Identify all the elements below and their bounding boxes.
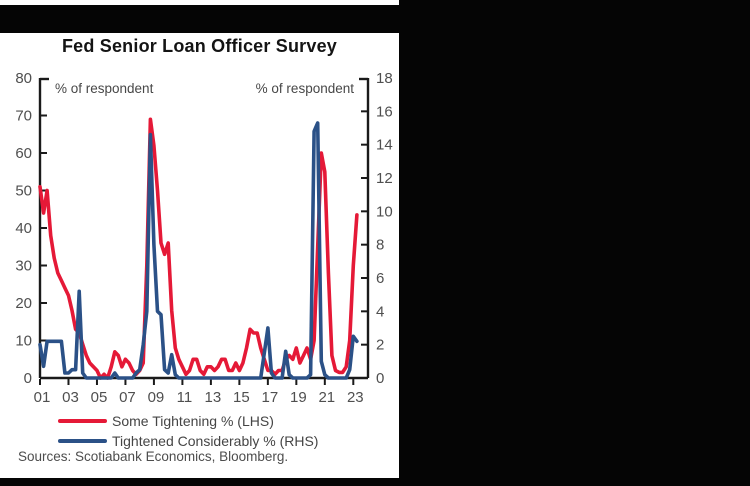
svg-text:0: 0 [24,370,32,387]
svg-text:60: 60 [15,145,32,162]
svg-text:19: 19 [290,389,307,406]
svg-text:17: 17 [262,389,279,406]
svg-text:10: 10 [376,203,393,220]
svg-text:30: 30 [15,258,32,275]
svg-text:80: 80 [15,70,32,87]
svg-text:2: 2 [376,337,384,354]
chart-title: Fed Senior Loan Officer Survey [61,36,338,56]
svg-text:05: 05 [91,389,108,406]
svg-text:23: 23 [347,389,364,406]
left-axis-unit-label: % of respondent [55,81,154,96]
svg-text:11: 11 [177,389,193,406]
svg-text:50: 50 [15,183,32,200]
svg-text:03: 03 [62,389,79,406]
right-axis-unit-label: % of respondent [255,81,354,96]
svg-text:10: 10 [15,333,32,350]
legend-item-tightened-considerably: Tightened Considerably % (RHS) [0,431,399,451]
svg-text:40: 40 [15,220,32,237]
legend-label-some-tightening: Some Tightening % (LHS) [112,413,274,429]
legend-swatch-red-line [58,419,107,423]
svg-text:09: 09 [148,389,165,406]
svg-text:14: 14 [376,137,393,154]
svg-text:20: 20 [15,295,32,312]
svg-text:15: 15 [233,389,250,406]
svg-text:8: 8 [376,237,384,254]
svg-text:13: 13 [205,389,222,406]
svg-text:6: 6 [376,270,384,287]
legend-label-tightened-considerably: Tightened Considerably % (RHS) [112,433,319,449]
legend-item-some-tightening: Some Tightening % (LHS) [0,411,399,431]
svg-text:21: 21 [318,389,335,406]
svg-text:4: 4 [376,303,384,320]
svg-text:07: 07 [119,389,136,406]
legend: Some Tightening % (LHS) Tightened Consid… [0,411,399,451]
legend-swatch-blue-line [58,439,107,443]
source-note: Sources: Scotiabank Economics, Bloomberg… [18,449,289,464]
svg-text:12: 12 [376,170,393,187]
svg-text:70: 70 [15,108,32,125]
bottom-black-bar [0,478,750,486]
svg-text:01: 01 [34,389,51,406]
svg-text:0: 0 [376,370,384,387]
right-black-panel [399,0,750,486]
svg-text:16: 16 [376,103,393,120]
svg-text:18: 18 [376,70,393,87]
